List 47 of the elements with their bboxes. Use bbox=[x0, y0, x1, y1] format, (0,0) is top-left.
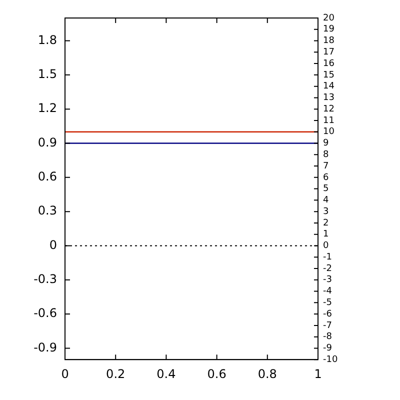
y2-tick-label: -8 bbox=[323, 332, 332, 342]
y2-tick-label: 0 bbox=[323, 241, 329, 252]
y2-tick-label: 13 bbox=[323, 93, 334, 104]
x-tick-label: 0.4 bbox=[156, 366, 176, 381]
y2-tick-label: 2 bbox=[323, 218, 329, 228]
y-tick-label: 0 bbox=[49, 238, 57, 252]
y2-tick-label: 17 bbox=[323, 48, 334, 58]
y2-tick-label: 20 bbox=[323, 13, 335, 24]
y-tick-label: 1.5 bbox=[38, 67, 57, 82]
y2-tick-label: -5 bbox=[323, 298, 332, 308]
x-tick-label: 0.8 bbox=[258, 366, 277, 381]
y-tick-label: -0.9 bbox=[34, 340, 57, 354]
y-tick-label: 1.2 bbox=[38, 101, 57, 116]
y-tick-label: 0.6 bbox=[38, 170, 57, 184]
y2-tick-label: 6 bbox=[323, 172, 329, 183]
y2-tick-label: 9 bbox=[323, 138, 329, 149]
y-tick-label: 0.3 bbox=[38, 204, 57, 218]
y2-tick-label: 12 bbox=[323, 104, 334, 114]
y2-tick-label: 19 bbox=[323, 24, 335, 35]
y2-tick-label: 5 bbox=[323, 184, 329, 194]
y2-tick-label: 8 bbox=[323, 150, 329, 160]
y2-tick-label: 18 bbox=[323, 36, 335, 46]
y2-tick-label: -7 bbox=[323, 320, 332, 331]
y2-tick-label: -1 bbox=[323, 252, 332, 262]
x-tick-label: 0.2 bbox=[106, 366, 126, 381]
y2-tick-label: 1 bbox=[323, 230, 329, 240]
y2-tick-label: 7 bbox=[323, 161, 329, 172]
y2-tick-label: -2 bbox=[323, 264, 332, 274]
y2-tick-label: -3 bbox=[323, 275, 332, 286]
x-tick-label: 0 bbox=[61, 366, 69, 381]
y-tick-label: 0.9 bbox=[38, 135, 57, 150]
y2-tick-label: -9 bbox=[323, 344, 332, 354]
y2-tick-label: -6 bbox=[323, 309, 332, 320]
y2-tick-label: -10 bbox=[323, 354, 338, 365]
y2-tick-label: 15 bbox=[323, 70, 334, 80]
y-tick-label: -0.3 bbox=[34, 272, 57, 286]
y2-tick-label: -4 bbox=[323, 286, 332, 297]
y-tick-label: 1.8 bbox=[38, 32, 57, 47]
x-tick-label: 1 bbox=[314, 366, 322, 381]
y2-tick-label: 4 bbox=[323, 196, 329, 206]
y2-tick-label: 10 bbox=[323, 127, 335, 138]
y2-tick-label: 16 bbox=[323, 58, 335, 69]
y2-tick-label: 14 bbox=[323, 82, 335, 92]
y2-tick-label: 11 bbox=[323, 116, 334, 126]
x-tick-label: 0.6 bbox=[207, 366, 226, 381]
y2-tick-label: 3 bbox=[323, 206, 329, 217]
y-tick-label: -0.6 bbox=[34, 306, 57, 320]
